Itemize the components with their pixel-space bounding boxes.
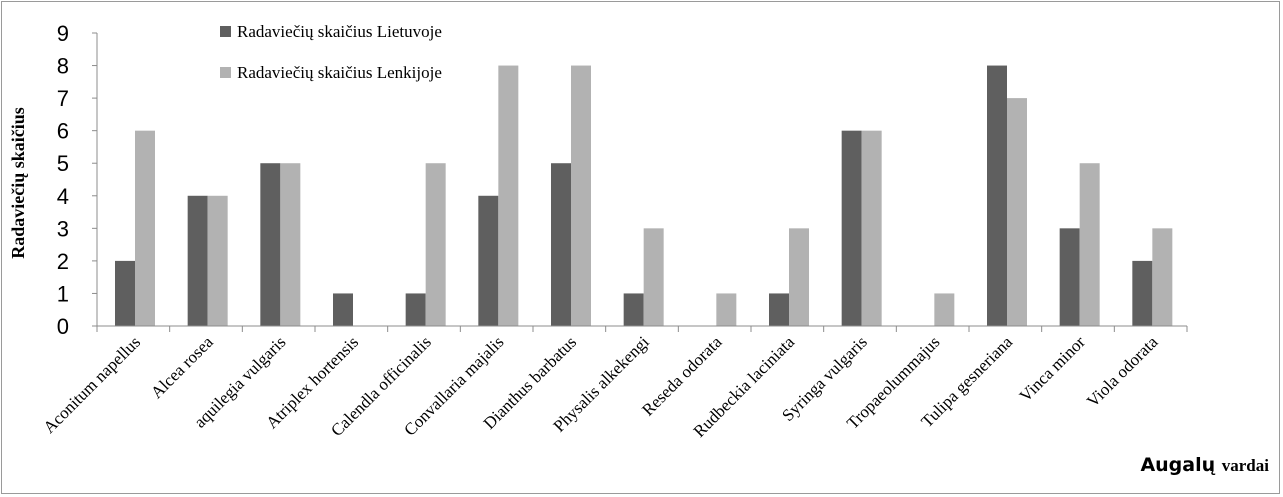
bar-lietuvoje — [841, 130, 862, 326]
y-tick-label: 4 — [57, 184, 69, 209]
bar-lietuvoje — [987, 65, 1007, 327]
y-tick-label: 2 — [57, 249, 69, 274]
bar-lenkijoje — [716, 293, 737, 326]
bar-lenkijoje — [934, 293, 955, 326]
y-axis: 0 1 2 3 4 5 6 7 8 9 — [57, 21, 98, 339]
y-tick-label: 7 — [57, 86, 69, 111]
legend-label: Radaviečių skaičius Lietuvoje — [237, 22, 442, 41]
y-tick-label: 6 — [57, 119, 69, 144]
bar-lenkijoje — [861, 130, 882, 326]
legend-swatch — [220, 26, 231, 37]
bar-lietuvoje — [405, 293, 426, 326]
x-tick-label: Viola odorata — [1083, 332, 1162, 411]
x-tick-label: Alcea rosea — [147, 332, 217, 402]
y-tick-label: 5 — [57, 151, 69, 176]
y-tick-label: 8 — [57, 54, 69, 79]
bar-lietuvoje — [1059, 228, 1080, 326]
bar-lietuvoje — [1132, 260, 1153, 326]
bar-lietuvoje — [260, 163, 281, 326]
bar-lietuvoje — [623, 293, 644, 326]
y-tick-label: 3 — [57, 216, 69, 241]
bar-lietuvoje — [187, 195, 208, 326]
x-axis-label: Augalų vardai — [1140, 454, 1269, 476]
y-tick-label: 9 — [57, 21, 69, 46]
bar-lenkijoje — [643, 228, 664, 326]
x-tick-label: Aconitum napellus — [40, 332, 145, 437]
y-tick-label: 1 — [57, 281, 69, 306]
bar-lenkijoje — [207, 195, 228, 326]
bar-lenkijoje — [1079, 163, 1100, 326]
legend: Radaviečių skaičius Lietuvoje Radaviečių … — [220, 22, 442, 82]
legend-swatch — [220, 67, 231, 78]
bar-lietuvoje — [115, 260, 135, 326]
bar-lietuvoje — [769, 293, 789, 326]
bar-lenkijoje — [425, 163, 446, 326]
bars — [115, 65, 1173, 327]
bar-lenkijoje — [498, 65, 519, 327]
y-tick-label: 0 — [57, 314, 69, 339]
bar-lenkijoje — [571, 65, 591, 327]
y-axis-label: Radaviečių skaičius — [8, 107, 28, 259]
bar-lietuvoje — [478, 195, 499, 326]
legend-label: Radaviečių skaičius Lenkijoje — [237, 63, 442, 82]
x-axis-label-sub: vardai — [1221, 456, 1269, 475]
bar-lenkijoje — [1152, 228, 1173, 326]
bar-lenkijoje — [280, 163, 301, 326]
bar-lenkijoje — [135, 130, 155, 326]
bar-lenkijoje — [789, 228, 809, 326]
x-axis-label-main: Augalų — [1140, 454, 1216, 476]
bar-lietuvoje — [333, 293, 353, 326]
bar-lenkijoje — [1007, 98, 1027, 326]
x-tick-label: Vinca minor — [1016, 332, 1089, 405]
bar-lietuvoje — [551, 163, 571, 326]
